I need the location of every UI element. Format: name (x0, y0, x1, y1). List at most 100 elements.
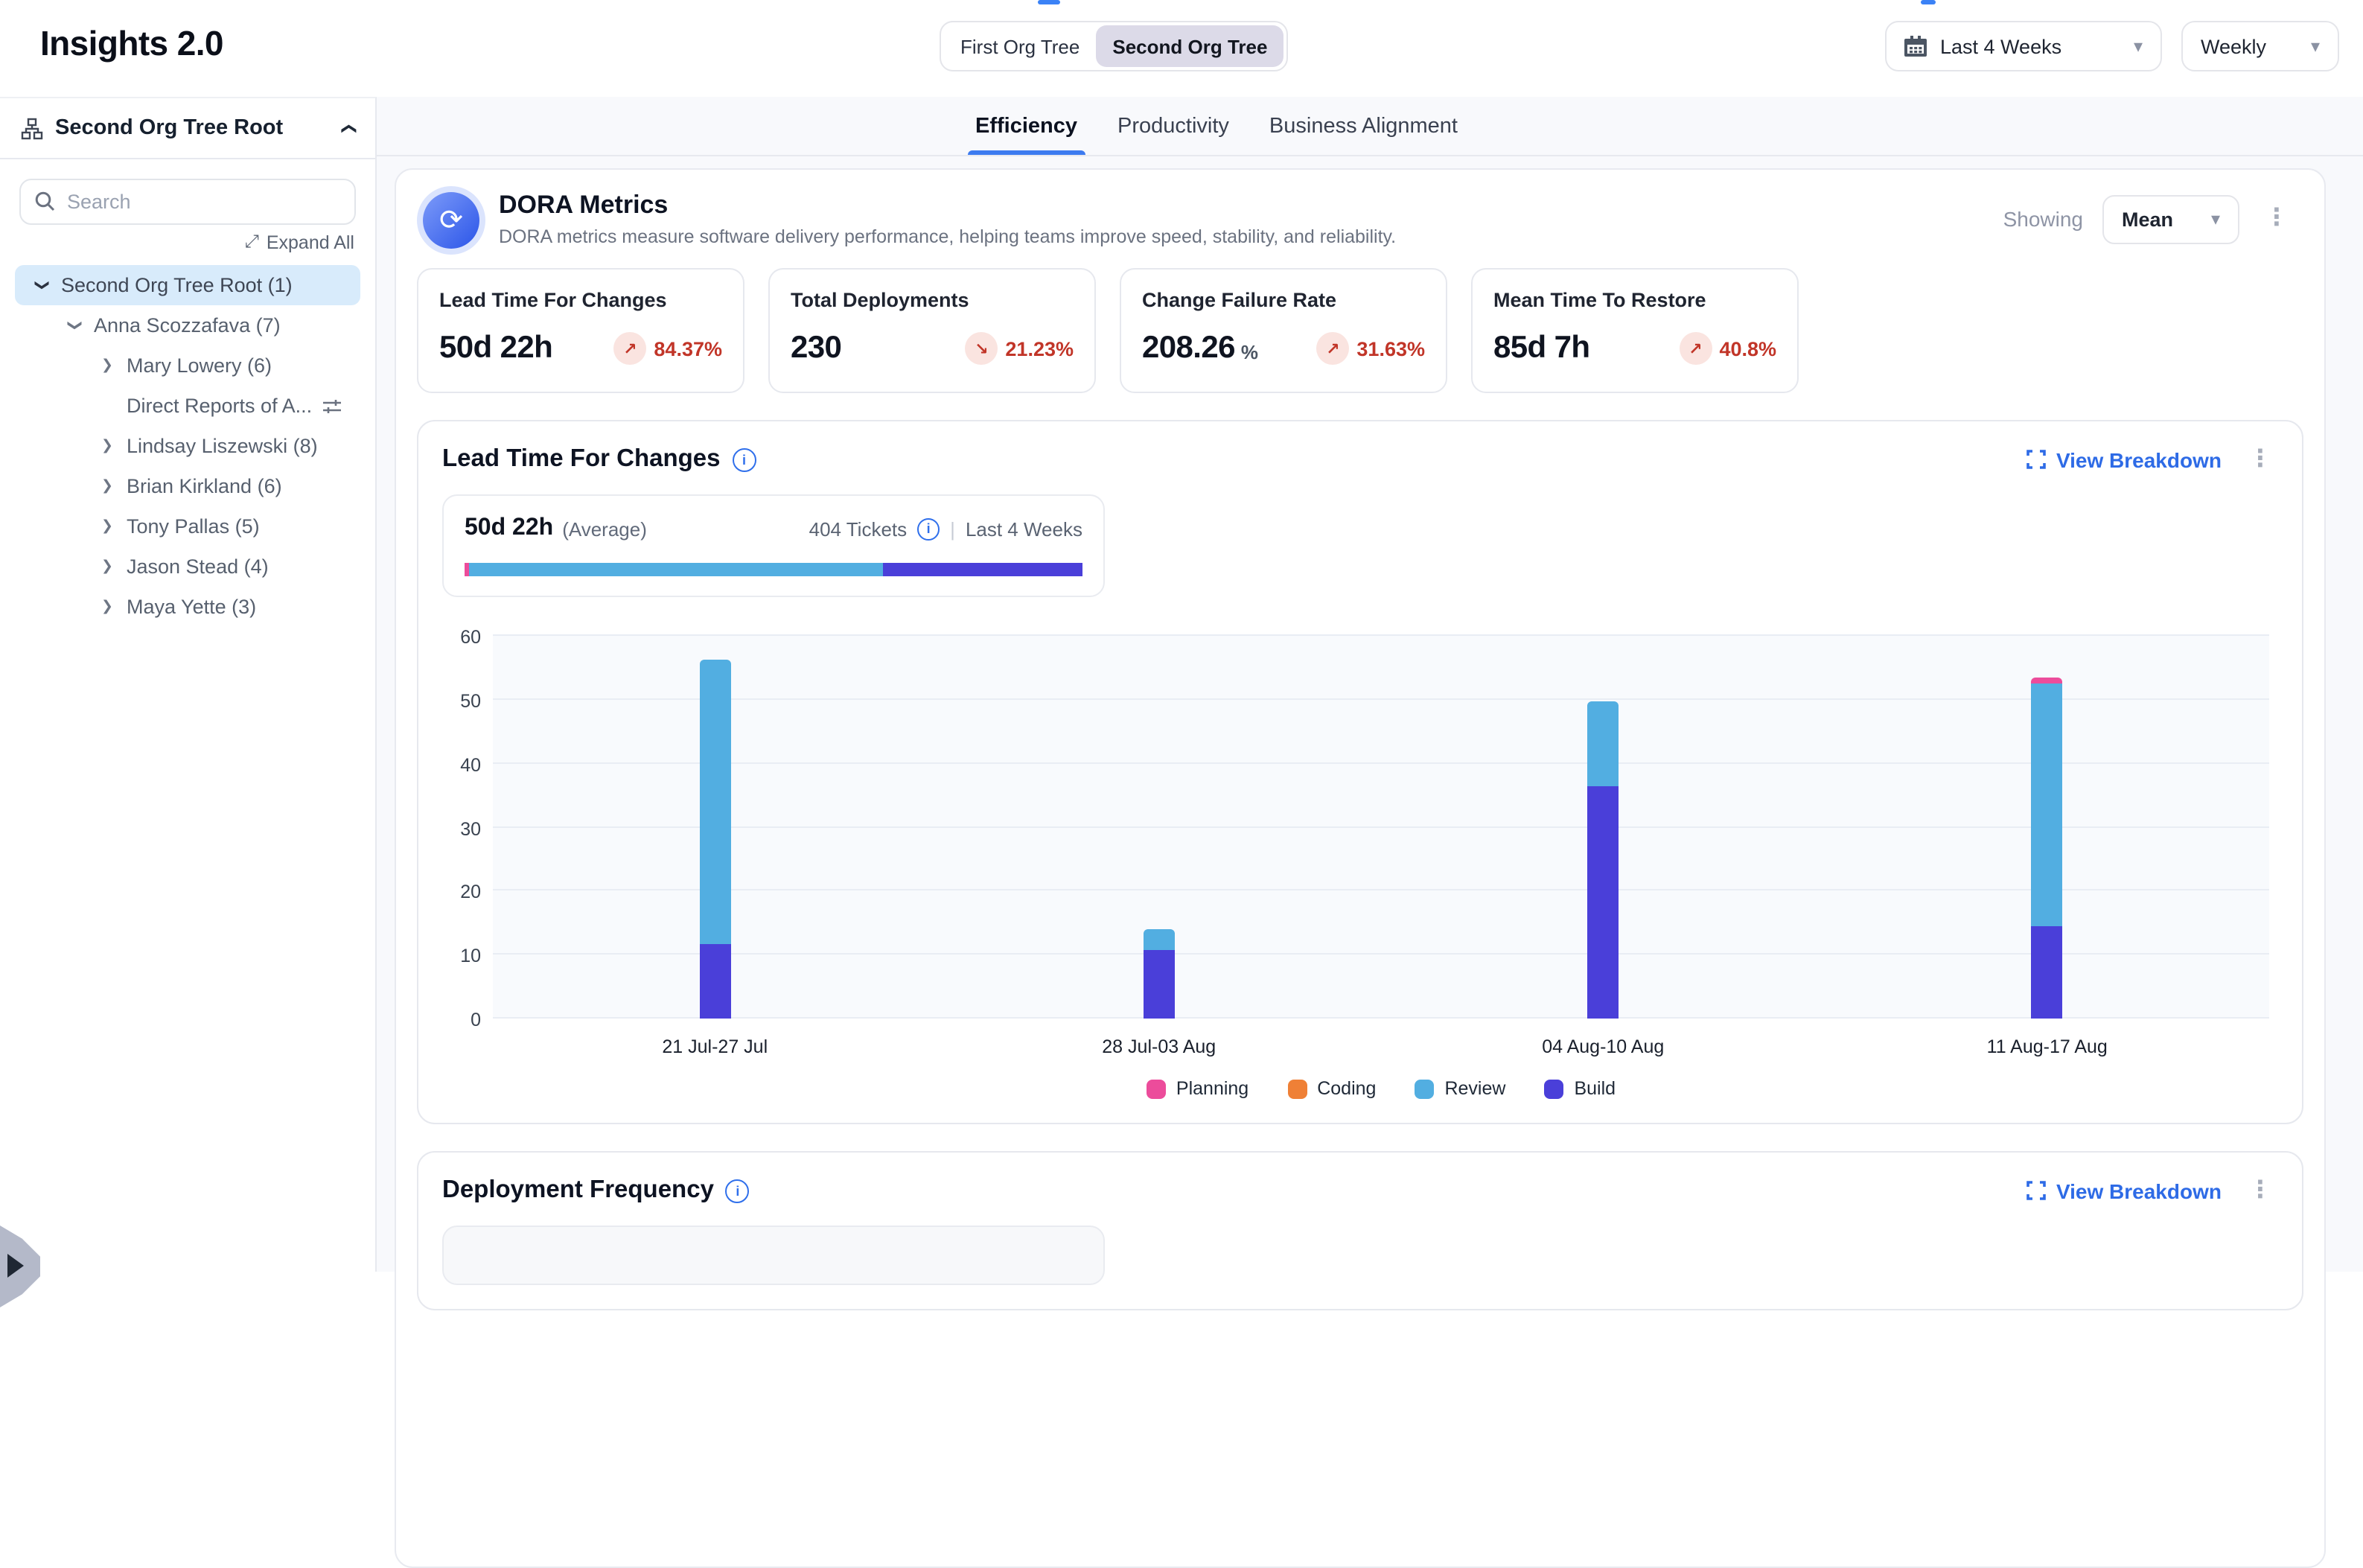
date-range-value: Last 4 Weeks (1940, 35, 2061, 57)
bar-segment-review (1587, 701, 1619, 785)
sidebar-item-direct-reports-of-a[interactable]: ❯Direct Reports of A... (15, 386, 360, 426)
stacked-bar-28-jul-03-aug[interactable] (1144, 928, 1175, 1019)
gridline (493, 634, 2269, 636)
chevron-right-icon[interactable]: ❯ (98, 478, 116, 494)
sidebar-collapse-handle[interactable] (0, 1226, 40, 1307)
trend-change-value: 84.37% (654, 337, 722, 360)
trend-badge: ↘21.23% (965, 332, 1074, 365)
bar-segment-build (699, 944, 730, 1019)
lead-time-plot: 0102030405060 (493, 636, 2269, 1019)
bar-segment-build (2032, 926, 2063, 1019)
tab-business-alignment[interactable]: Business Alignment (1265, 97, 1462, 155)
sidebar-item-anna-scozzafava-7[interactable]: ❯ Anna Scozzafava (7) (15, 305, 360, 345)
sidebar-item-jason-stead-4[interactable]: ❯ Jason Stead (4) (15, 546, 360, 587)
active-tab-underline (968, 150, 1085, 155)
granularity-dropdown[interactable]: Weekly ▾ (2181, 21, 2339, 71)
chevron-right-icon[interactable]: ❯ (98, 357, 116, 374)
sidebar-item-tony-pallas-5[interactable]: ❯Tony Pallas (5) (15, 506, 360, 546)
chevron-down-icon: ▾ (2311, 37, 2320, 55)
org-tree-option-first-org-tree[interactable]: First Org Tree (944, 25, 1096, 67)
info-icon[interactable]: i (726, 1179, 750, 1202)
search-input[interactable] (19, 179, 356, 225)
bar-segment-planning (2032, 678, 2063, 684)
metric-value-unit: % (1241, 340, 1258, 363)
chevron-right-icon[interactable]: ❯ (98, 518, 116, 535)
legend-label: Review (1444, 1078, 1505, 1099)
metric-card-lead-time-for-changes[interactable]: Lead Time For Changes50d 22h↗84.37% (417, 268, 744, 393)
legend-swatch (1287, 1079, 1307, 1098)
dora-cycle-icon: ⟳ (423, 192, 479, 249)
tree-item-label: Anna Scozzafava (7) (94, 314, 281, 337)
deployment-kebab-menu[interactable]: ⋮ (2242, 1179, 2278, 1202)
metric-value: 208.26 (1142, 331, 1235, 366)
lead-time-view-breakdown-button[interactable]: View Breakdown (2026, 447, 2222, 471)
tree-item-label: Mary Lowery (6) (127, 354, 272, 377)
deployment-frequency-section: Deployment Frequency i View Breakdown ⋮ (417, 1151, 2303, 1310)
chevron-right-icon[interactable]: ❯ (98, 438, 116, 454)
bar-segment-review (1144, 928, 1175, 950)
x-axis-label: 11 Aug-17 Aug (1943, 1036, 2152, 1057)
y-axis-tick: 50 (442, 691, 481, 712)
showing-dropdown[interactable]: Mean ▾ (2102, 194, 2239, 243)
y-axis-tick: 20 (442, 882, 481, 903)
chevron-down-icon: ▾ (2211, 210, 2220, 228)
deployment-view-breakdown-button[interactable]: View Breakdown (2026, 1179, 2222, 1202)
deployment-title: Deployment Frequency (442, 1176, 714, 1205)
chevron-right-icon[interactable]: ❯ (98, 558, 116, 575)
metric-value-row: 208.26% ↗31.63% (1142, 331, 1425, 366)
org-tree-option-second-org-tree[interactable]: Second Org Tree (1096, 25, 1283, 67)
info-icon[interactable]: i (733, 447, 756, 471)
sidebar-item-mary-lowery-6[interactable]: ❯ Mary Lowery (6) (15, 345, 360, 386)
showing-label: Showing (2003, 207, 2083, 231)
metric-value-row: 85d 7h↗40.8% (1493, 331, 1776, 366)
date-range-dropdown[interactable]: Last 4 Weeks ▾ (1885, 21, 2162, 71)
dora-subtitle: DORA metrics measure software delivery p… (499, 226, 1396, 247)
lead-time-title: Lead Time For Changes (442, 445, 721, 474)
sidebar-item-second-org-tree-root-1[interactable]: ❯Second Org Tree Root (1) (15, 265, 360, 305)
expand-all-button[interactable]: ⤢ Expand All (0, 231, 354, 253)
trend-badge: ↗ 84.37% (613, 332, 722, 365)
dora-kebab-menu[interactable]: ⋮ (2259, 207, 2295, 231)
chevron-down-icon: ▾ (2134, 37, 2143, 55)
stacked-bar-04-aug-10-aug[interactable] (1587, 701, 1619, 1019)
metric-card-total-deployments[interactable]: Total Deployments230↘21.23% (768, 268, 1096, 393)
sidebar-item-lindsay-liszewski-8[interactable]: ❯Lindsay Liszewski (8) (15, 426, 360, 466)
stacked-bar-21-jul-27-jul[interactable] (699, 660, 730, 1019)
period-label: Last 4 Weeks (966, 517, 1082, 540)
filter-sliders-icon[interactable] (322, 395, 360, 416)
tab-productivity[interactable]: Productivity (1113, 97, 1234, 155)
tree-item-label: Jason Stead (4) (127, 555, 269, 578)
legend-item-review[interactable]: Review (1415, 1078, 1505, 1099)
bar-segment-build (1587, 785, 1619, 1019)
trend-up-icon: ↗ (613, 332, 646, 365)
legend-item-coding[interactable]: Coding (1287, 1078, 1376, 1099)
metric-card-change-failure-rate[interactable]: Change Failure Rate208.26%↗31.63% (1120, 268, 1447, 393)
bar-segment-review (2032, 683, 2063, 926)
info-icon[interactable]: i (917, 517, 940, 540)
metric-value: 50d 22h (439, 331, 552, 366)
dora-panel: ⟳ DORA Metrics DORA metrics measure soft… (395, 168, 2326, 1568)
gridline (493, 762, 2269, 763)
trend-up-icon: ↗ (1316, 332, 1349, 365)
metric-card-mean-time-to-restore[interactable]: Mean Time To Restore85d 7h↗40.8% (1471, 268, 1799, 393)
chevron-right-icon[interactable]: ❯ (98, 599, 116, 615)
sidebar-item-maya-yette-3[interactable]: ❯Maya Yette (3) (15, 587, 360, 627)
legend-item-planning[interactable]: Planning (1147, 1078, 1249, 1099)
main-content: Efficiency Productivity Business Alignment… (377, 97, 2363, 1272)
gridline (493, 826, 2269, 827)
lead-time-chart: 0102030405060 21 Jul-27 Jul28 Jul-03 Aug… (493, 636, 2269, 1099)
trend-change-value: 40.8% (1719, 337, 1776, 360)
sidebar-item-brian-kirkland-6[interactable]: ❯Brian Kirkland (6) (15, 466, 360, 506)
average-phase-bar (465, 563, 1082, 576)
chevron-down-icon[interactable]: ❯ (66, 316, 83, 334)
lead-time-kebab-menu[interactable]: ⋮ (2242, 447, 2278, 471)
stacked-bar-11-aug-17-aug[interactable] (2032, 678, 2063, 1019)
expand-corners-icon (2026, 450, 2046, 469)
legend-item-build[interactable]: Build (1544, 1078, 1616, 1099)
trend-badge: ↗31.63% (1316, 332, 1425, 365)
sidebar-header: Second Org Tree Root ❯ (0, 98, 375, 159)
chevron-down-icon[interactable]: ❯ (34, 276, 50, 294)
tab-efficiency[interactable]: Efficiency (971, 97, 1082, 155)
tabs-bar: Efficiency Productivity Business Alignment (377, 97, 2363, 156)
sidebar-collapse-chevron-icon[interactable]: ❯ (340, 122, 357, 135)
